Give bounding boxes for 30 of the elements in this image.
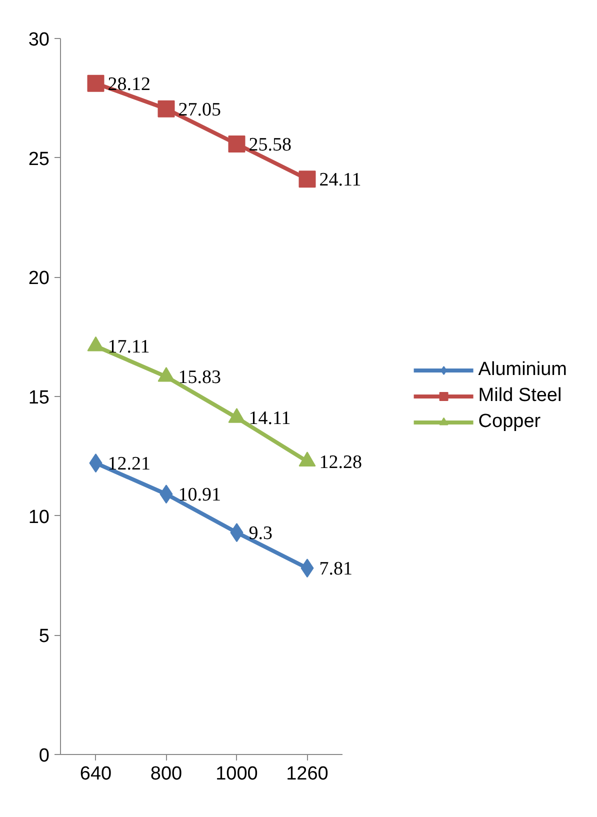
data-label: 27.05 [178, 99, 221, 120]
data-label: 10.91 [178, 484, 221, 506]
legend-label: Mild Steel [478, 385, 562, 407]
data-label: 15.83 [178, 367, 221, 388]
point [87, 74, 104, 92]
point [298, 170, 316, 188]
data-label: 14.11 [248, 408, 291, 430]
y-tick-label: 10 [28, 506, 50, 528]
x-tick-label: 1000 [216, 764, 258, 784]
legend-label: Aluminium [478, 359, 567, 381]
data-label: 17.11 [108, 336, 150, 358]
x-tick-label: 640 [80, 764, 112, 784]
data-label: 7.81 [319, 558, 352, 580]
data-label: 28.12 [108, 74, 150, 95]
data-label: 9.3 [248, 523, 272, 544]
data-label: 24.11 [319, 170, 362, 191]
legend-label: Copper [478, 411, 541, 433]
point [158, 100, 175, 118]
x-tick-label: 800 [150, 764, 182, 784]
data-label: 25.58 [248, 134, 292, 156]
y-tick-label: 0 [38, 746, 50, 766]
y-tick-label: 15 [28, 388, 50, 408]
data-label: 12.28 [319, 452, 362, 473]
y-tick-label: 30 [28, 30, 50, 50]
data-label: 12.21 [108, 454, 150, 475]
y-tick-label: 25 [28, 148, 50, 170]
y-tick-label: 5 [38, 626, 50, 648]
point [228, 135, 246, 152]
y-tick-label: 20 [28, 268, 50, 290]
x-tick-label: 1260 [286, 764, 328, 784]
